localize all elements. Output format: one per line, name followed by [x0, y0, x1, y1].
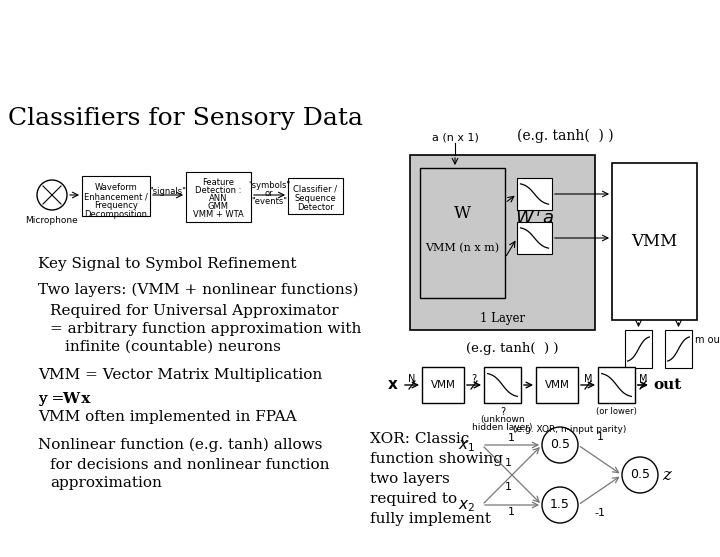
Text: two layers: two layers [370, 472, 450, 486]
Text: ANN: ANN [210, 194, 228, 203]
Text: required to: required to [370, 492, 457, 506]
Bar [517, 178, 552, 210]
Text: x: x [76, 392, 91, 406]
Text: XOR: Classic: XOR: Classic [370, 432, 469, 446]
Bar [422, 367, 464, 403]
Bar [82, 176, 150, 216]
Bar [420, 168, 505, 298]
Text: infinite (countable) neurons: infinite (countable) neurons [65, 340, 281, 354]
Text: "signals": "signals" [150, 187, 186, 196]
Text: Classifier /: Classifier / [294, 185, 338, 194]
Text: Frequency: Frequency [94, 201, 138, 210]
Text: 1: 1 [596, 432, 603, 442]
Text: 0.5: 0.5 [630, 468, 650, 481]
Text: "events": "events" [251, 197, 287, 206]
Text: (e.g. XOR, n-input parity): (e.g. XOR, n-input parity) [513, 425, 626, 434]
Text: z: z [662, 467, 671, 483]
Text: $x_2$: $x_2$ [458, 498, 475, 514]
Text: function showing: function showing [370, 452, 503, 466]
Text: ?: ? [500, 407, 505, 417]
Text: for decisions and nonlinear function: for decisions and nonlinear function [50, 458, 330, 472]
Text: Enhancement /: Enhancement / [84, 192, 148, 201]
Text: "symbols": "symbols" [248, 181, 290, 190]
Bar [517, 222, 552, 254]
Text: Required for Universal Approximator: Required for Universal Approximator [50, 304, 338, 318]
Text: out: out [653, 378, 681, 392]
Bar [186, 172, 251, 222]
Text: W: W [62, 392, 79, 406]
Text: y =: y = [38, 392, 69, 406]
Text: Sequence: Sequence [294, 194, 336, 203]
Text: VMM often implemented in FPAA: VMM often implemented in FPAA [38, 410, 297, 424]
Text: (unknown: (unknown [480, 415, 525, 424]
Text: Detector: Detector [297, 203, 334, 212]
Text: Two layers: (VMM + nonlinear functions): Two layers: (VMM + nonlinear functions) [38, 283, 359, 297]
Text: 1: 1 [508, 433, 515, 443]
Text: Classifiers for Sensory Data: Classifiers for Sensory Data [7, 106, 362, 129]
Text: 1: 1 [505, 482, 511, 492]
Bar [598, 367, 635, 403]
Bar [484, 367, 521, 403]
Text: (e.g. tanh(  ) ): (e.g. tanh( ) ) [517, 129, 613, 143]
Text: 1: 1 [508, 507, 515, 517]
Text: 1.5: 1.5 [550, 499, 570, 511]
Text: (or lower): (or lower) [596, 407, 637, 416]
Text: $W^T a$: $W^T a$ [515, 208, 554, 228]
Text: fully implement: fully implement [370, 512, 491, 526]
Text: 0.5: 0.5 [550, 438, 570, 452]
Text: M: M [584, 374, 593, 384]
Text: VMM: VMM [431, 380, 456, 390]
Text: ?: ? [472, 374, 477, 384]
Text: $\mathbf{x}$: $\mathbf{x}$ [387, 378, 399, 392]
Text: (e.g. tanh(  ) ): (e.g. tanh( ) ) [467, 342, 559, 355]
Text: VMM (n x m): VMM (n x m) [426, 243, 500, 253]
Text: VMM + WTA: VMM + WTA [193, 210, 244, 219]
Text: approximation: approximation [50, 476, 162, 490]
Text: Key Signal to Symbol Refinement: Key Signal to Symbol Refinement [38, 257, 297, 271]
Text: VMM: VMM [631, 233, 678, 250]
Text: Decomposition: Decomposition [84, 210, 148, 219]
Text: = arbitrary function approximation with: = arbitrary function approximation with [50, 322, 361, 336]
Text: Detection :: Detection : [195, 186, 242, 195]
Text: $x_1$: $x_1$ [458, 438, 475, 454]
Bar [665, 330, 692, 368]
Text: y =: y = [38, 392, 69, 406]
Bar [536, 367, 578, 403]
Bar [288, 178, 343, 214]
Text: VMM = Vector Matrix Multiplication: VMM = Vector Matrix Multiplication [38, 368, 323, 382]
Text: W: W [454, 204, 471, 222]
Bar [612, 163, 697, 320]
Text: a (n x 1): a (n x 1) [431, 133, 478, 143]
Text: Waveform: Waveform [94, 183, 138, 192]
Text: Microphone: Microphone [26, 216, 78, 225]
Bar [410, 155, 595, 330]
Text: 1 Layer: 1 Layer [480, 312, 525, 325]
Text: m outputs: m outputs [695, 335, 720, 345]
Text: hidden layer): hidden layer) [472, 423, 533, 432]
Text: Nonlinear function (e.g. tanh) allows: Nonlinear function (e.g. tanh) allows [38, 438, 323, 452]
Text: or: or [265, 189, 274, 198]
Text: GMM: GMM [208, 202, 229, 211]
Text: N: N [408, 374, 415, 384]
Text: Feature: Feature [202, 178, 235, 187]
Text: M: M [639, 374, 647, 384]
Text: -1: -1 [595, 508, 606, 518]
Text: VMM: VMM [544, 380, 570, 390]
Bar [625, 330, 652, 368]
Text: 1: 1 [505, 458, 511, 468]
